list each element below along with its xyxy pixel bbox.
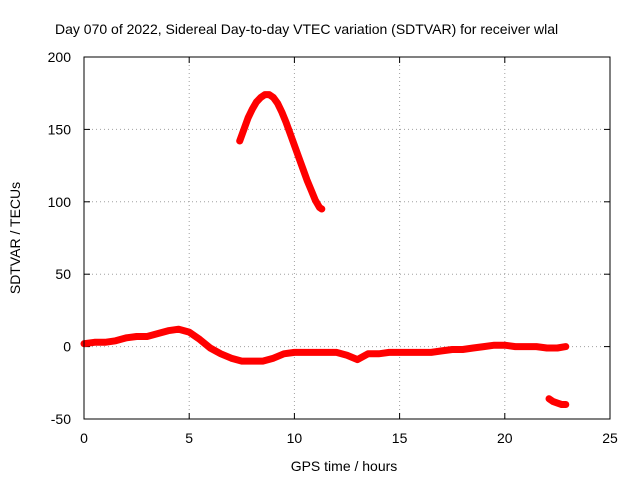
data-point <box>522 343 529 350</box>
data-point <box>112 337 119 344</box>
data-point <box>270 94 277 101</box>
y-axis-label: SDTVAR / TECUs <box>7 182 23 294</box>
data-point <box>253 98 260 105</box>
data-point <box>295 153 302 160</box>
data-point <box>278 109 285 115</box>
data-point <box>299 165 306 172</box>
data-point <box>438 347 445 354</box>
data-point <box>396 349 403 356</box>
x-tick-label: 25 <box>602 430 618 446</box>
data-point <box>257 94 264 101</box>
x-tick-label: 15 <box>392 430 408 446</box>
data-point <box>165 327 172 334</box>
data-point <box>144 333 151 340</box>
data-point <box>245 114 252 121</box>
data-point <box>266 91 273 98</box>
y-tick-label: 0 <box>63 339 71 355</box>
axis-ticks <box>83 56 611 420</box>
data-point <box>238 358 245 365</box>
plot-frame <box>83 56 611 420</box>
data-point <box>196 336 203 343</box>
x-tick-label: 20 <box>497 430 513 446</box>
data-point <box>491 342 498 349</box>
data-point <box>249 358 256 365</box>
data-point <box>280 350 287 357</box>
data-point <box>102 339 108 346</box>
data-point <box>323 349 329 356</box>
data-point <box>312 349 319 356</box>
data-point <box>333 349 340 356</box>
data-point <box>428 349 435 356</box>
data-point <box>270 355 277 362</box>
data-point <box>554 345 561 351</box>
data-point <box>318 206 325 212</box>
data-point <box>354 356 361 363</box>
data-point <box>558 401 565 408</box>
grid-lines <box>84 57 610 419</box>
data-point <box>236 138 243 144</box>
y-tick-label: -50 <box>51 411 71 427</box>
data-point <box>287 130 294 137</box>
data-point <box>283 119 289 126</box>
y-tick-labels: -50 0 50 100 150 200 <box>48 49 72 427</box>
data-point <box>512 343 519 350</box>
data-point <box>562 401 569 408</box>
data-point <box>291 142 298 149</box>
x-tick-label: 0 <box>80 430 88 446</box>
data-point <box>344 352 350 359</box>
data-series <box>80 91 570 408</box>
data-point <box>207 345 214 351</box>
data-point <box>291 349 298 356</box>
data-point <box>154 330 161 337</box>
data-point <box>175 326 182 333</box>
data-point <box>301 349 308 356</box>
y-tick-label: 100 <box>48 194 72 210</box>
data-point <box>417 349 424 356</box>
data-point <box>459 346 466 353</box>
data-point <box>133 333 140 340</box>
data-point <box>365 350 371 357</box>
data-point <box>470 345 477 351</box>
data-point <box>312 197 319 204</box>
x-tick-labels: 0 5 10 15 20 25 <box>80 430 618 446</box>
data-point <box>375 350 382 357</box>
data-point <box>533 343 540 350</box>
data-point <box>123 334 130 341</box>
data-point <box>186 329 193 336</box>
chart-title: Day 070 of 2022, Sidereal Day-to-day VTE… <box>55 21 558 37</box>
data-point <box>386 349 393 356</box>
data-point <box>562 343 569 350</box>
data-point <box>543 345 550 351</box>
data-point <box>274 100 281 107</box>
x-tick-label: 10 <box>287 430 303 446</box>
data-point <box>228 355 235 362</box>
data-point <box>304 177 310 184</box>
data-point <box>240 126 247 133</box>
x-tick-label: 5 <box>185 430 193 446</box>
data-point <box>449 346 456 353</box>
data-point <box>249 106 256 113</box>
y-tick-label: 150 <box>48 121 72 137</box>
data-point <box>501 342 508 349</box>
data-point <box>91 339 98 346</box>
data-point <box>308 187 315 194</box>
data-point <box>480 343 487 350</box>
data-point <box>261 91 268 98</box>
data-point <box>259 358 266 365</box>
y-tick-label: 200 <box>48 49 72 65</box>
x-axis-label: GPS time / hours <box>291 458 398 474</box>
data-point <box>407 349 414 356</box>
y-tick-label: 50 <box>55 266 71 282</box>
data-point <box>217 350 224 357</box>
data-point <box>546 395 552 402</box>
